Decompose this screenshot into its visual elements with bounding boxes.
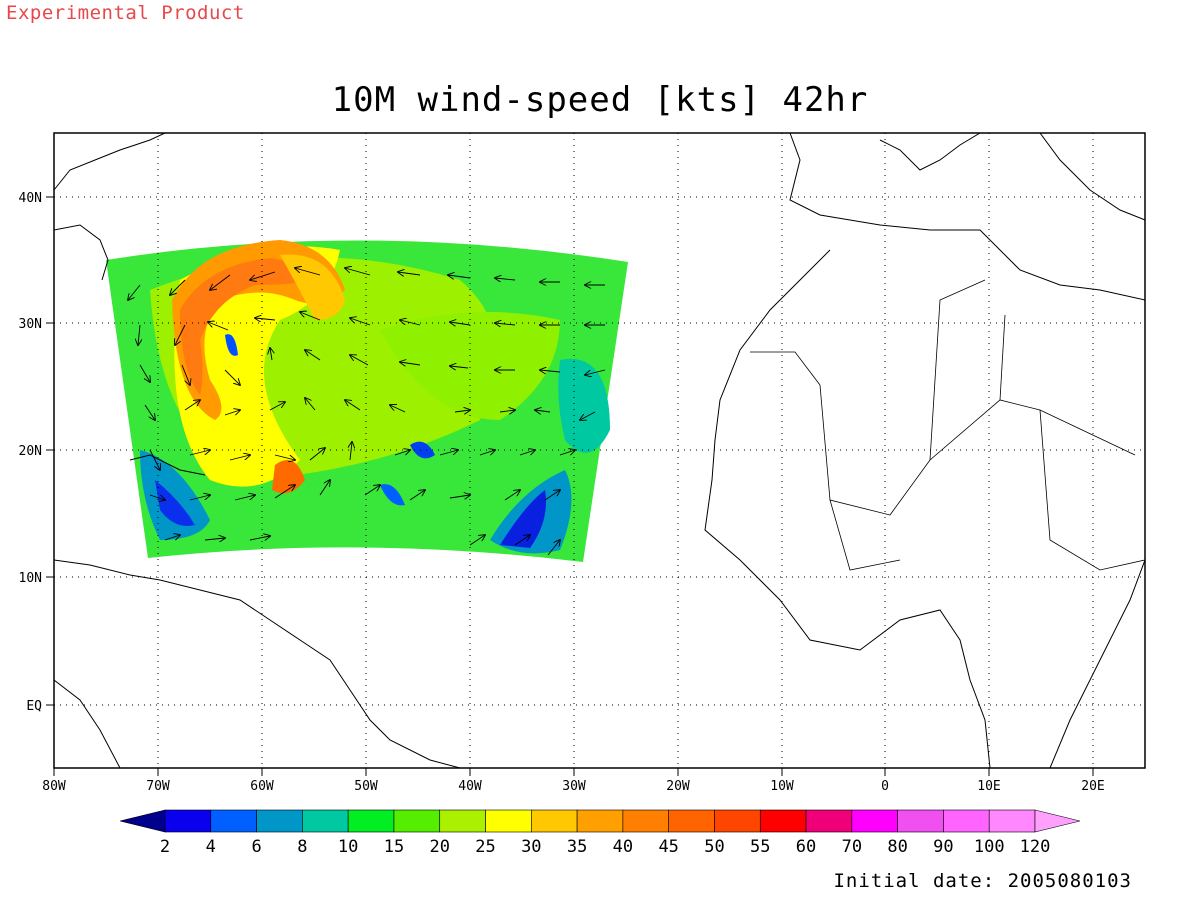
colorbar-swatch xyxy=(943,809,990,833)
colorbar-label: 8 xyxy=(297,837,307,857)
colorbar-label: 80 xyxy=(887,837,907,857)
wind-zone-center xyxy=(272,460,305,494)
colorbar-swatch xyxy=(256,809,303,833)
colorbar-swatch xyxy=(347,809,395,833)
colorbar-swatch xyxy=(988,809,1036,833)
colorbar-label: 2 xyxy=(160,837,170,857)
wind-zone-45 xyxy=(180,258,320,395)
colorbar-swatch xyxy=(668,809,715,833)
colorbar-label: 30 xyxy=(521,837,541,857)
lon-label: 70W xyxy=(146,779,170,794)
colorbar-label: 100 xyxy=(974,837,1005,857)
lon-label: 10W xyxy=(770,779,794,794)
lat-label: 30N xyxy=(19,317,42,332)
colorbar-label: 45 xyxy=(658,837,678,857)
colorbar-swatch xyxy=(210,809,257,833)
lon-label: 10E xyxy=(977,779,1000,794)
experimental-product-label: Experimental Product xyxy=(6,2,245,24)
colorbar-label: 25 xyxy=(475,837,495,857)
wind-zone-low-n xyxy=(225,334,238,356)
wind-zone-20b xyxy=(380,312,560,420)
lat-label: 20N xyxy=(19,444,42,459)
map-title: 10M wind-speed [kts] 42hr xyxy=(331,80,869,120)
colorbar-swatch xyxy=(393,809,441,833)
colorbar-swatch xyxy=(302,809,349,833)
colorbar-label: 4 xyxy=(206,837,216,857)
colorbar-swatch xyxy=(622,809,669,833)
colorbar-swatch xyxy=(897,809,944,833)
colorbar-swatch xyxy=(759,809,807,833)
wind-zone-low-mid2 xyxy=(380,484,405,506)
colorbar-swatch xyxy=(576,809,624,833)
lon-label: 20W xyxy=(666,779,690,794)
colorbar-label: 55 xyxy=(750,837,770,857)
colorbar-label: 40 xyxy=(613,837,633,857)
lon-label: 0 xyxy=(881,779,889,794)
colorbar-swatch xyxy=(714,809,761,833)
colorbar-label: 35 xyxy=(567,837,587,857)
colorbar-label: 60 xyxy=(796,837,816,857)
lon-label: 80W xyxy=(42,779,66,794)
lat-label: 40N xyxy=(19,191,42,206)
lat-label: 10N xyxy=(19,571,42,586)
lon-label: 20E xyxy=(1081,779,1104,794)
colorbar-swatch xyxy=(805,809,853,833)
lon-label: 50W xyxy=(354,779,378,794)
axis-ticks xyxy=(46,196,1094,776)
lon-label: 30W xyxy=(562,779,586,794)
colorbar-label: 10 xyxy=(338,837,358,857)
colorbar-swatch xyxy=(485,809,532,833)
colorbar-label: 6 xyxy=(251,837,261,857)
colorbar-label: 20 xyxy=(429,837,449,857)
colorbar-high-arrow xyxy=(1034,809,1081,833)
lat-label: EQ xyxy=(26,699,42,714)
colorbar-label: 15 xyxy=(384,837,404,857)
lon-label: 60W xyxy=(250,779,274,794)
colorbar-swatch xyxy=(439,809,486,833)
colorbar-swatch xyxy=(164,809,212,833)
wind-zone-low-east3 xyxy=(558,358,610,453)
initial-date: Initial date: 2005080103 xyxy=(833,870,1132,892)
country-borders xyxy=(750,279,1145,571)
colorbar-label: 90 xyxy=(933,837,953,857)
wind-zone-low-mid xyxy=(410,441,435,459)
colorbar-swatch xyxy=(531,809,578,833)
coastlines xyxy=(54,133,1145,768)
colorbar-label: 50 xyxy=(704,837,724,857)
colorbar-low-arrow xyxy=(119,809,166,833)
wind-vectors xyxy=(128,268,606,556)
colorbar-label: 70 xyxy=(842,837,862,857)
wind-zone-low-east2 xyxy=(500,490,546,548)
colorbar-swatch xyxy=(851,809,898,833)
lon-label: 40W xyxy=(458,779,482,794)
colorbar: 2 4 6 8 10 15 20 25 30 35 40 45 50 55 60 70 80 90 100 120 xyxy=(119,809,1081,857)
colorbar-label: 120 xyxy=(1020,837,1051,857)
wind-zone-low-west2 xyxy=(155,480,195,526)
